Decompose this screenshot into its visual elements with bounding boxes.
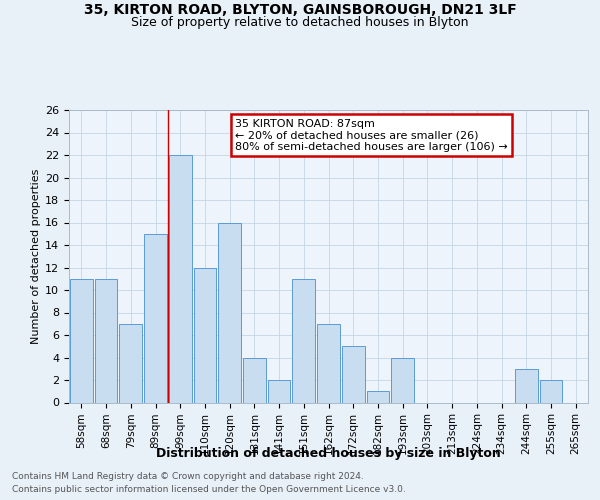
Bar [268, 380, 290, 402]
Text: 35 KIRTON ROAD: 87sqm
← 20% of detached houses are smaller (26)
80% of semi-deta: 35 KIRTON ROAD: 87sqm ← 20% of detached … [235, 119, 508, 152]
Bar [317, 324, 340, 402]
Bar [243, 358, 266, 403]
Bar [169, 155, 191, 402]
Text: Contains HM Land Registry data © Crown copyright and database right 2024.: Contains HM Land Registry data © Crown c… [12, 472, 364, 481]
Y-axis label: Number of detached properties: Number of detached properties [31, 168, 41, 344]
Bar [292, 279, 315, 402]
Bar [342, 346, 365, 403]
Bar [194, 268, 216, 402]
Text: 35, KIRTON ROAD, BLYTON, GAINSBOROUGH, DN21 3LF: 35, KIRTON ROAD, BLYTON, GAINSBOROUGH, D… [83, 4, 517, 18]
Bar [367, 391, 389, 402]
Bar [95, 279, 118, 402]
Bar [515, 369, 538, 402]
Bar [119, 324, 142, 402]
Bar [218, 222, 241, 402]
Text: Size of property relative to detached houses in Blyton: Size of property relative to detached ho… [131, 16, 469, 29]
Bar [144, 234, 167, 402]
Bar [70, 279, 93, 402]
Bar [391, 358, 414, 403]
Text: Contains public sector information licensed under the Open Government Licence v3: Contains public sector information licen… [12, 485, 406, 494]
Text: Distribution of detached houses by size in Blyton: Distribution of detached houses by size … [157, 448, 501, 460]
Bar [539, 380, 562, 402]
